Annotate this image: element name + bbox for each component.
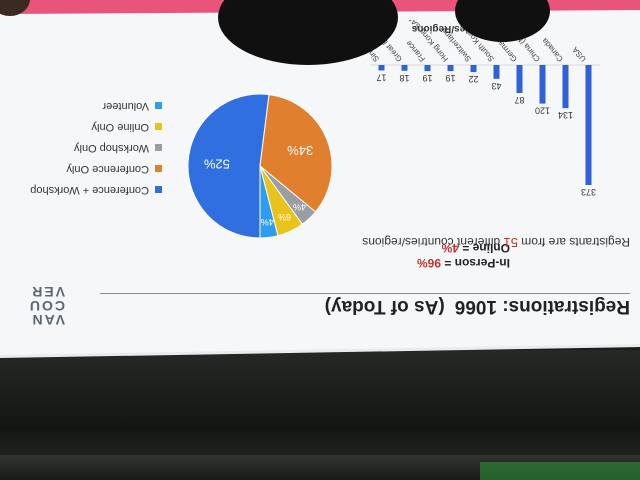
pie-value-label-1: 34% xyxy=(287,143,313,158)
country-bar xyxy=(470,65,477,73)
bar-value-label: 87 xyxy=(514,95,524,105)
registrations-count: Registrations: 1066 xyxy=(454,296,630,317)
legend-label: Volunteer xyxy=(102,100,149,112)
bar-category-label: Canada xyxy=(540,36,565,64)
bar-value-label: 19 xyxy=(422,73,432,83)
title-divider xyxy=(100,293,630,294)
country-bar xyxy=(424,65,431,72)
pie-legend: Conference + Workshop Conference Only Work… xyxy=(30,95,162,200)
country-bar xyxy=(562,65,569,109)
legend-label: Online Only xyxy=(91,121,149,133)
country-bar xyxy=(447,65,454,72)
vancouver-logo: VAN COU VER xyxy=(27,284,65,328)
logo-line-2: COU xyxy=(27,298,65,314)
bar-value-label: 43 xyxy=(491,81,501,91)
legend-swatch xyxy=(155,186,162,193)
bar-value-label: 19 xyxy=(445,73,455,83)
legend-label: Conference + Workshop xyxy=(30,184,149,196)
legend-item: Workshop Only xyxy=(30,137,162,158)
legend-swatch xyxy=(155,102,162,109)
bar-value-label: 17 xyxy=(376,72,386,82)
country-bar xyxy=(401,65,408,71)
logo-line-3: VER xyxy=(30,284,65,300)
as-of-label: (As of Today) xyxy=(324,296,445,317)
green-light xyxy=(480,462,640,480)
legend-label: Conference Only xyxy=(66,163,149,175)
country-bar xyxy=(378,65,385,71)
country-bar xyxy=(493,65,500,79)
country-count: 51 xyxy=(503,235,518,250)
pie-slice-0 xyxy=(187,93,270,239)
note-text-end: different countries/regions xyxy=(362,235,504,249)
legend-label: Workshop Only xyxy=(74,142,149,154)
legend-swatch xyxy=(155,165,162,172)
legend-item: Online Only xyxy=(30,116,162,137)
bar-value-label: 18 xyxy=(399,73,409,83)
pie-value-label-2: 4% xyxy=(293,202,306,212)
legend-swatch xyxy=(155,144,162,151)
logo-line-1: VAN xyxy=(30,312,65,328)
audience-head xyxy=(0,0,30,16)
pie-value-label-3: 6% xyxy=(278,212,291,222)
pie-value-label-4: 4% xyxy=(261,217,274,227)
in-person-label: In-Person xyxy=(454,256,510,270)
country-bar xyxy=(585,65,592,185)
in-person-value: 96% xyxy=(416,256,441,270)
slide-title: Registrations: 1066 (As of Today) xyxy=(325,295,630,317)
bar-category-label: USA xyxy=(570,45,588,64)
country-bar xyxy=(539,65,546,104)
countries-note: Registrants are from 51 different countr… xyxy=(362,235,630,250)
bar-category-label: France xyxy=(404,38,427,63)
pie-slice-4 xyxy=(259,165,279,239)
bar-value-label: 373 xyxy=(581,187,596,197)
pie-value-label-0: 52% xyxy=(203,156,229,171)
legend-swatch xyxy=(155,123,162,130)
pie-slice-1 xyxy=(259,94,333,213)
legend-item: Volunteer xyxy=(30,95,162,116)
note-text-start: Registrants are from xyxy=(517,235,630,249)
bar-value-label: 134 xyxy=(558,110,573,120)
in-person-row: In-Person = 96% xyxy=(416,256,510,270)
legend-item: Conference Only xyxy=(30,158,162,179)
country-bar xyxy=(516,65,523,93)
bar-value-label: 22 xyxy=(468,74,478,84)
registration-type-pie: 52%34%4%6%4% xyxy=(187,93,333,239)
legend-item: Conference + Workshop xyxy=(30,179,162,200)
bar-value-label: 120 xyxy=(535,106,550,116)
